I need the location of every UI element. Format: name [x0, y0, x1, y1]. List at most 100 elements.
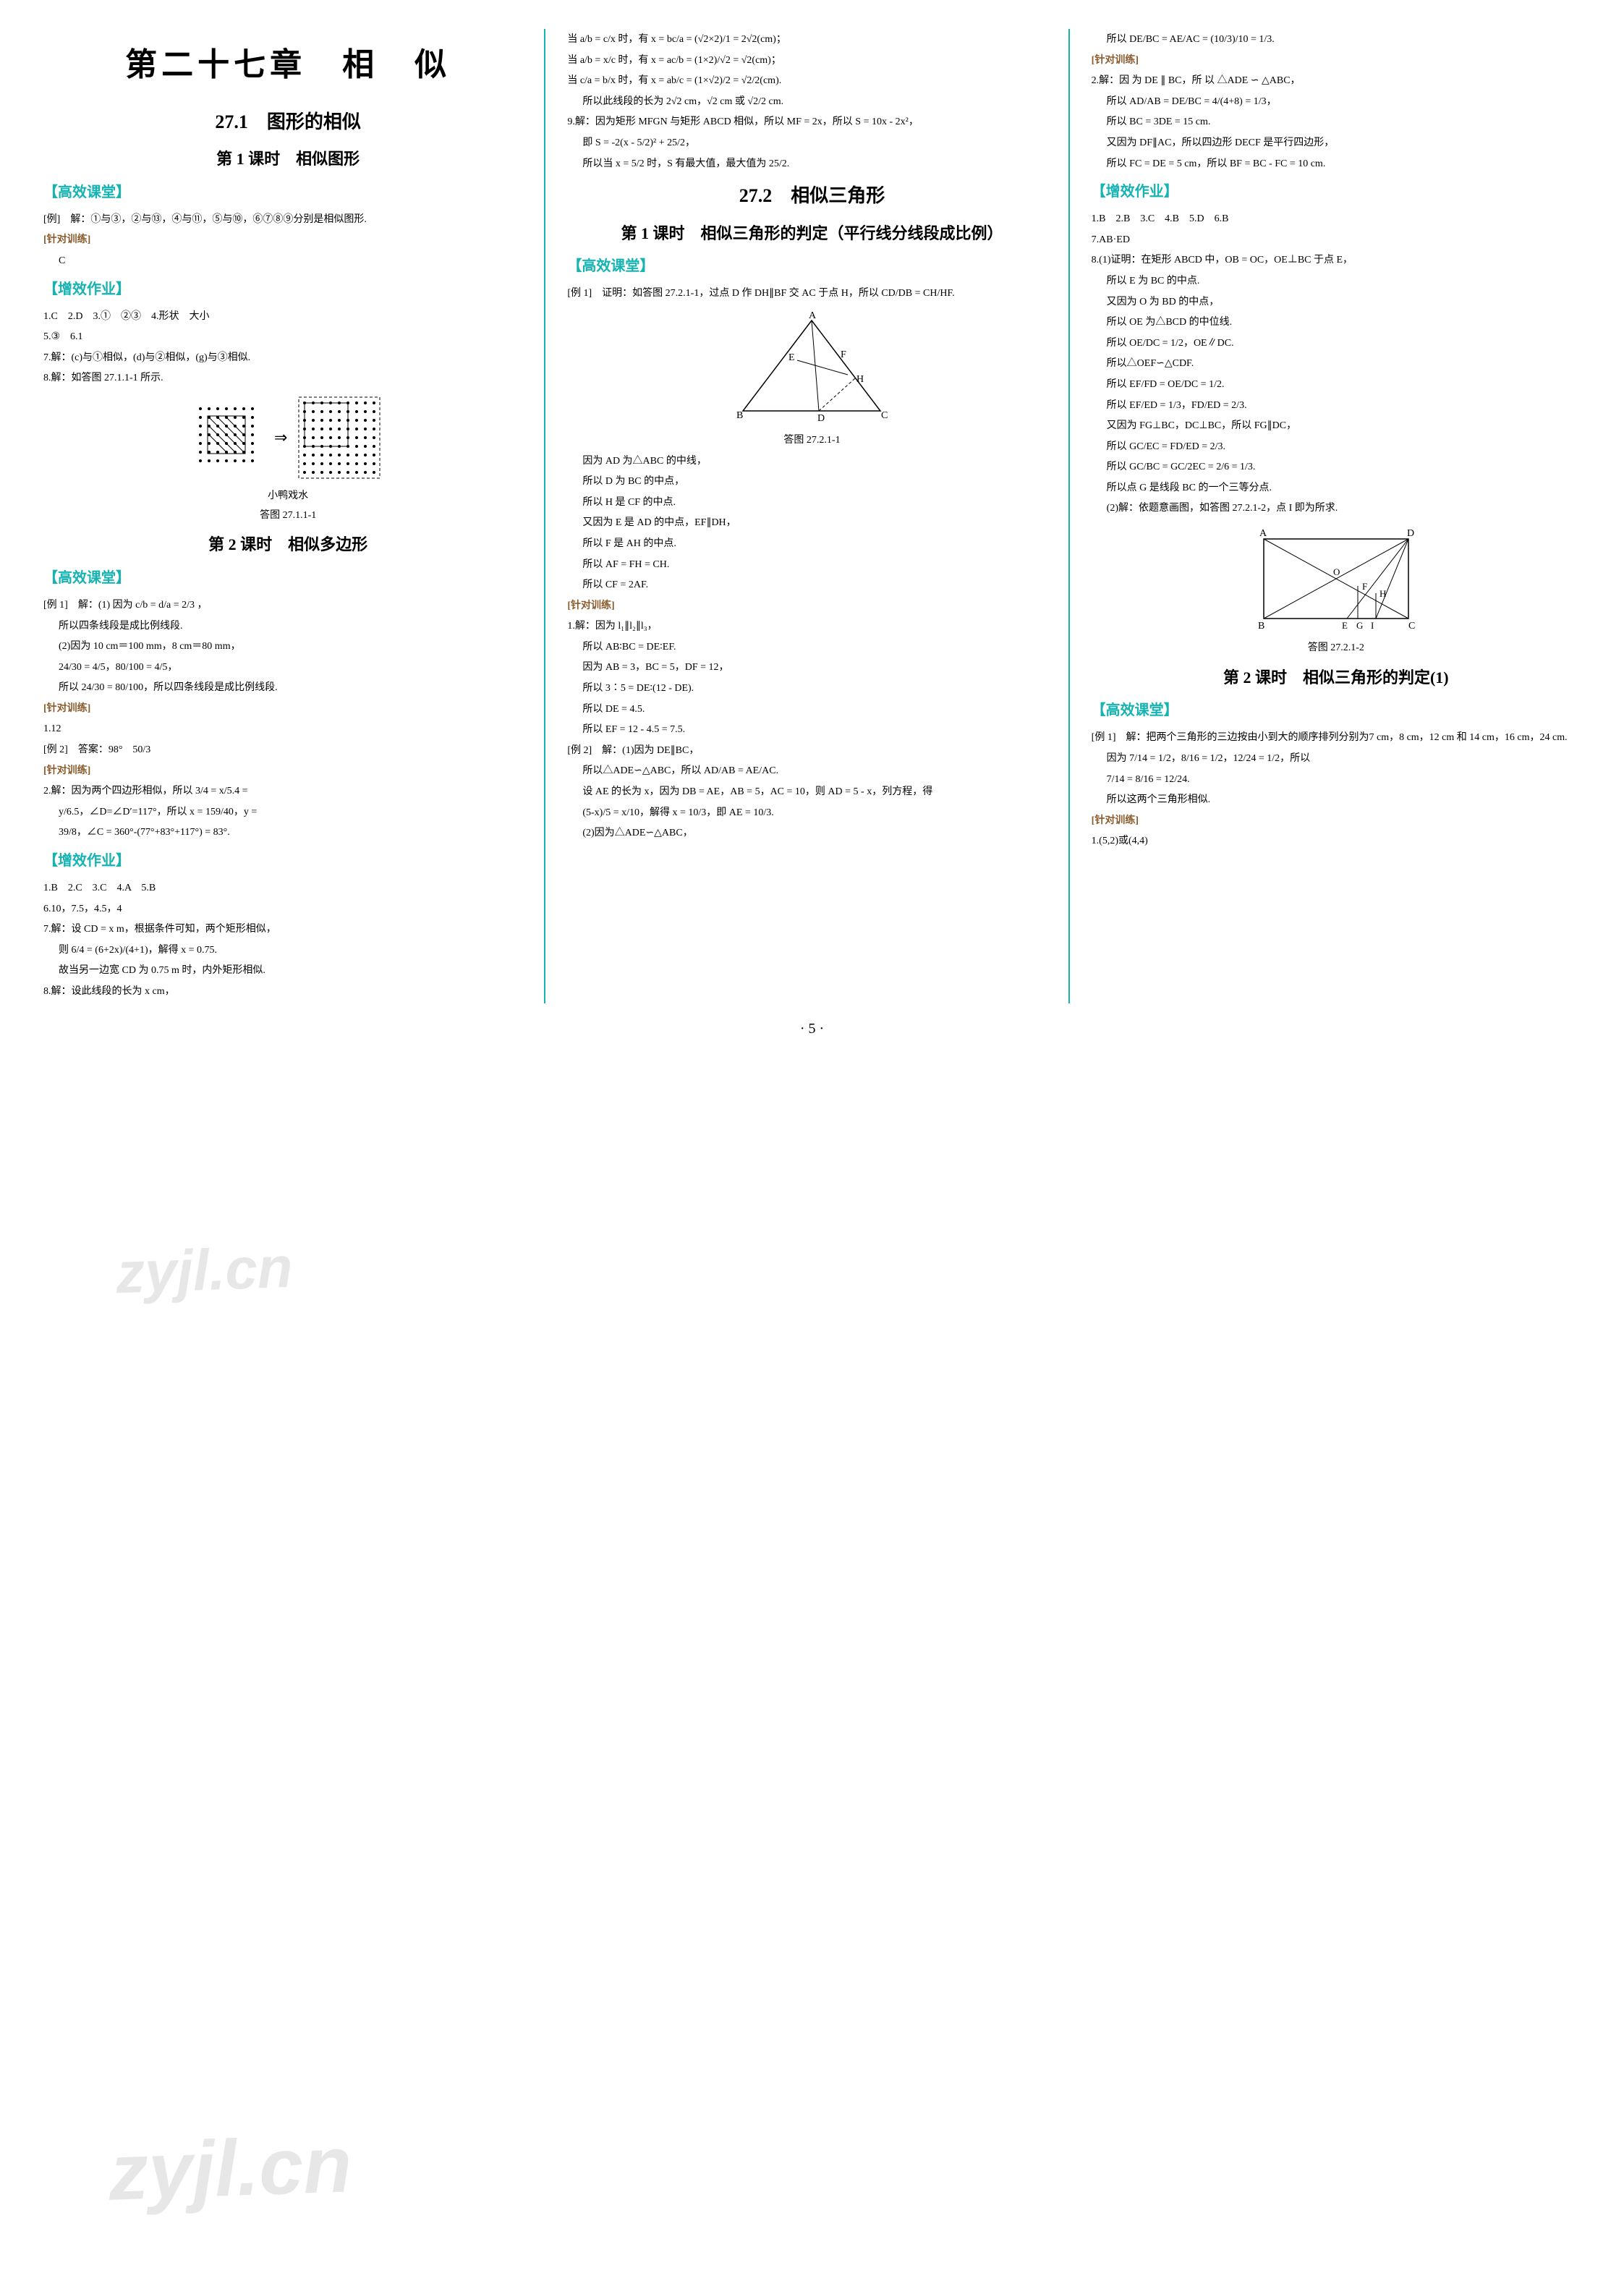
- answer-row: 5.③ 6.1: [43, 328, 532, 347]
- answer-row: 1.B 2.C 3.C 4.A 5.B: [43, 879, 532, 898]
- svg-text:D: D: [1407, 528, 1414, 539]
- zhenduixunlian-head: [针对训练]: [43, 231, 532, 250]
- solution-text: 又因为 O 为 BD 的中点，: [1092, 293, 1581, 313]
- answer-text: 1.12: [43, 720, 532, 739]
- watermark-icon: zyjl.cn: [106, 2089, 354, 2248]
- svg-text:A: A: [809, 310, 817, 321]
- svg-text:B: B: [1258, 621, 1264, 632]
- answer-row: 1.C 2.D 3.① ②③ 4.形状 大小: [43, 307, 532, 327]
- answer-row: 7.AB·ED: [1092, 231, 1581, 250]
- solution-text: 所以 DE/BC = AE/AC = (10/3)/10 = 1/3.: [1092, 30, 1581, 50]
- solution-text: (5-x)/5 = x/10，解得 x = 10/3，即 AE = 10/3.: [567, 804, 1056, 823]
- svg-text:G: G: [1356, 620, 1363, 631]
- svg-text:E: E: [1342, 620, 1348, 631]
- lesson-1-heading: 第 1 课时 相似图形: [43, 144, 532, 174]
- section-27-1-title: 27.1 图形的相似: [43, 104, 532, 140]
- solution-text: 所以 AB∶BC = DE∶EF.: [567, 638, 1056, 658]
- solution-text: (2)因为△ADE∽△ABC，: [567, 824, 1056, 844]
- solution-text: 7/14 = 8/16 = 12/24.: [1092, 770, 1581, 790]
- solution-text: 7.解：(c)与①相似，(d)与②相似，(g)与③相似.: [43, 349, 532, 368]
- solution-text: 因为 AB = 3，BC = 5，DF = 12，: [567, 658, 1056, 678]
- solution-text: 又因为 E 是 AD 的中点，EF∥DH，: [567, 514, 1056, 533]
- example-text: [例 2] 答案：98° 50/3: [43, 741, 532, 760]
- chapter-title: 第二十七章 相 似: [43, 35, 532, 95]
- answer-row: 6.10，7.5，4.5，4: [43, 900, 532, 919]
- svg-text:I: I: [1371, 620, 1374, 631]
- section-27-2-title: 27.2 相似三角形: [567, 178, 1056, 213]
- solution-text: 所以当 x = 5/2 时，S 有最大值，最大值为 25/2.: [567, 155, 1056, 174]
- zhenduixunlian-head: [针对训练]: [567, 597, 1056, 616]
- solution-text: 所以 GC/EC = FD/ED = 2/3.: [1092, 438, 1581, 457]
- svg-text:B: B: [736, 410, 743, 421]
- solution-text: y/6.5，∠D=∠D′=117°，所以 x = 159/40，y =: [43, 803, 532, 823]
- figure-27-1-1-1: ⇒: [43, 394, 532, 481]
- solution-text: (2)因为 10 cm＝100 mm，8 cm＝80 mm，: [43, 637, 532, 657]
- svg-text:C: C: [881, 410, 888, 421]
- solution-text: 因为 AD 为△ABC 的中线，: [567, 452, 1056, 472]
- solution-text: 当 a/b = x/c 时，有 x = ac/b = (1×2)/√2 = √2…: [567, 51, 1056, 71]
- zhenduixunlian-head: [针对训练]: [43, 700, 532, 719]
- zengxiao-zuoye-head: 【增效作业】: [43, 847, 532, 875]
- svg-text:A: A: [1259, 528, 1267, 539]
- solution-text: 所以△OEF∽△CDF.: [1092, 354, 1581, 374]
- answer-text: 1.(5,2)或(4,4): [1092, 832, 1581, 851]
- lesson-2-heading-27-2: 第 2 课时 相似三角形的判定(1): [1092, 663, 1581, 693]
- zengxiao-zuoye-head: 【增效作业】: [43, 276, 532, 303]
- solution-text: 8.(1)证明：在矩形 ABCD 中，OB = OC，OE⊥BC 于点 E，: [1092, 251, 1581, 271]
- zengxiao-zuoye-head: 【增效作业】: [1092, 178, 1581, 205]
- solution-text: 当 c/a = b/x 时，有 x = ab/c = (1×√2)/2 = √2…: [567, 72, 1056, 91]
- solution-text: 39/8，∠C = 360°-(77°+83°+117°) = 83°.: [43, 823, 532, 843]
- gaoxiao-ketang-head: 【高效课堂】: [1092, 697, 1581, 724]
- figure-label-left: 小鸭戏水: [43, 487, 532, 506]
- solution-text: 所以 24/30 = 80/100，所以四条线段是成比例线段.: [43, 679, 532, 698]
- solution-text: 所以四条线段是成比例线段.: [43, 617, 532, 637]
- solution-text: 所以 CF = 2AF.: [567, 576, 1056, 595]
- lesson-2-heading: 第 2 课时 相似多边形: [43, 530, 532, 560]
- solution-text: 所以此线段的长为 2√2 cm，√2 cm 或 √2/2 cm.: [567, 93, 1056, 112]
- gaoxiao-ketang-head: 【高效课堂】: [43, 179, 532, 206]
- zhenduixunlian-head: [针对训练]: [1092, 51, 1581, 71]
- solution-text: 故当另一边宽 CD 为 0.75 m 时，内外矩形相似.: [43, 961, 532, 981]
- solution-text: 设 AE 的长为 x，因为 DB = AE，AB = 5，AC = 10，则 A…: [567, 783, 1056, 802]
- svg-text:O: O: [1333, 566, 1340, 577]
- solution-text: 7.解：设 CD = x m，根据条件可知，两个矩形相似，: [43, 920, 532, 940]
- solution-text: 所以 D 为 BC 的中点，: [567, 472, 1056, 492]
- solution-text: 所以 FC = DE = 5 cm，所以 BF = BC - FC = 10 c…: [1092, 155, 1581, 174]
- zhenduixunlian-head: [针对训练]: [1092, 812, 1581, 831]
- solution-text: 9.解：因为矩形 MFGN 与矩形 ABCD 相似，所以 MF = 2x，所以 …: [567, 113, 1056, 132]
- page-number: · 5 ·: [43, 1015, 1581, 1042]
- gaoxiao-ketang-head: 【高效课堂】: [567, 252, 1056, 280]
- solution-text: 所以 EF = 12 - 4.5 = 7.5.: [567, 721, 1056, 740]
- solution-text: 2.解：因 为 DE ∥ BC，所 以 △ADE ∽ △ABC，: [1092, 72, 1581, 91]
- svg-text:F: F: [1362, 581, 1367, 592]
- figure-caption: 答图 27.1.1-1: [43, 506, 532, 526]
- solution-text: 则 6/4 = (6+2x)/(4+1)，解得 x = 0.75.: [43, 941, 532, 961]
- example-text: [例 1] 证明：如答图 27.2.1-1，过点 D 作 DH∥BF 交 AC …: [567, 284, 1056, 304]
- solution-text: 所以 AF = FH = CH.: [567, 556, 1056, 575]
- solution-text: 8.解：设此线段的长为 x cm，: [43, 982, 532, 1002]
- solution-text: 当 a/b = c/x 时，有 x = bc/a = (√2×2)/1 = 2√…: [567, 30, 1056, 50]
- svg-text:C: C: [1408, 621, 1415, 632]
- arrow-icon: ⇒: [274, 422, 287, 453]
- solution-text: 所以 GC/BC = GC/2EC = 2/6 = 1/3.: [1092, 458, 1581, 477]
- solution-text: 所以 H 是 CF 的中点.: [567, 493, 1056, 513]
- solution-text: 因为 7/14 = 1/2，8/16 = 1/2，12/24 = 1/2，所以: [1092, 749, 1581, 769]
- solution-text: 所以 F 是 AH 的中点.: [567, 535, 1056, 554]
- figure-caption: 答图 27.2.1-1: [567, 431, 1056, 451]
- figure-caption: 答图 27.2.1-2: [1092, 639, 1581, 658]
- example-text: [例 1] 解：把两个三角形的三边按由小到大的顺序排列分别为7 cm，8 cm，…: [1092, 728, 1581, 748]
- svg-text:E: E: [788, 352, 795, 363]
- figure-27-2-1-1: A B C D E F H: [567, 310, 1056, 425]
- solution-text: 所以△ADE∽△ABC，所以 AD/AB = AE/AC.: [567, 762, 1056, 781]
- lesson-1-heading-27-2: 第 1 课时 相似三角形的判定（平行线分线段成比例）: [567, 218, 1056, 249]
- solution-text: 所以 AD/AB = DE/BC = 4/(4+8) = 1/3，: [1092, 93, 1581, 112]
- solution-text: 24/30 = 4/5，80/100 = 4/5，: [43, 658, 532, 678]
- watermark-icon: zyjl.cn: [114, 1212, 294, 1328]
- solution-text: 所以这两个三角形相似.: [1092, 791, 1581, 810]
- solution-text: 所以 OE 为△BCD 的中位线.: [1092, 313, 1581, 333]
- solution-text: 所以 BC = 3DE = 15 cm.: [1092, 113, 1581, 132]
- svg-text:H: H: [1379, 588, 1386, 599]
- solution-text: 所以 3∶5 = DE∶(12 - DE).: [567, 679, 1056, 699]
- solution-text: (2)解：依题意画图，如答图 27.2.1-2，点 I 即为所求.: [1092, 499, 1581, 519]
- solution-text: 又因为 DF∥AC，所以四边形 DECF 是平行四边形，: [1092, 134, 1581, 153]
